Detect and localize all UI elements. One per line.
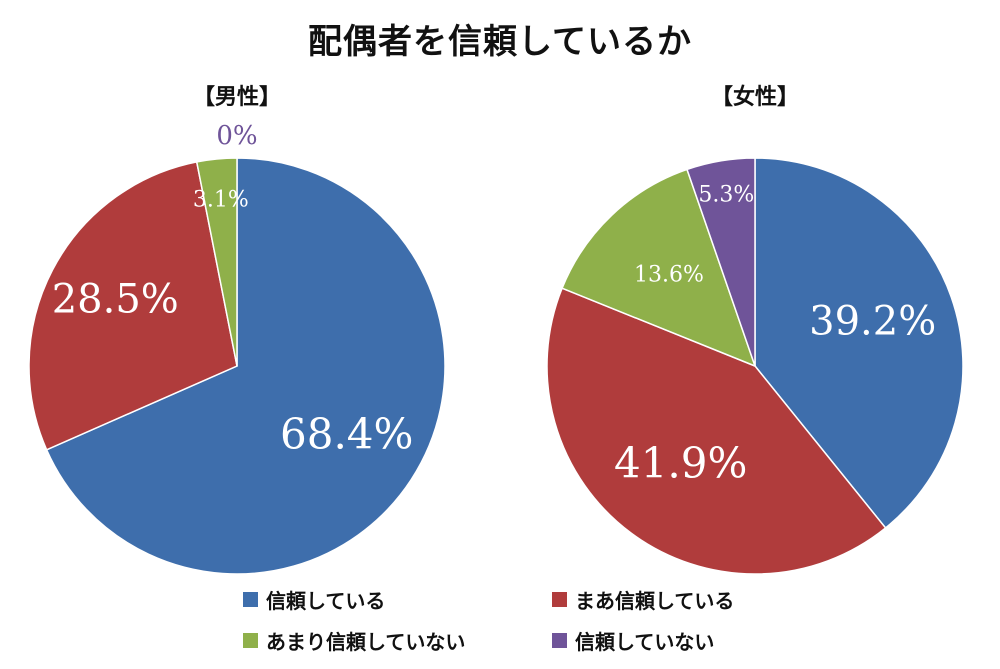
legend-label-not-much-trust: あまり信頼していない	[266, 630, 466, 654]
pie-title-female: 【女性】	[711, 84, 799, 110]
legend-item-somewhat-trust: まあ信頼している	[552, 585, 734, 614]
pie-female: 【女性】 39.2% 41.9% 13.6% 5.3%	[546, 84, 964, 575]
chart-title: 配偶者を信頼しているか	[308, 22, 692, 62]
pie-slice-female-trust	[754, 157, 964, 529]
pie-slice-male-not-much-trust	[195, 157, 238, 367]
legend-label-no-trust: 信頼していない	[575, 630, 715, 654]
pie-slice-female-no-trust	[686, 157, 756, 367]
pie-label-male-not-much-trust: 3.1%	[193, 187, 249, 212]
pie-slice-male-trust	[45, 157, 446, 575]
pie-slice-female-not-much-trust	[561, 168, 757, 368]
pie-label-female-not-much-trust: 13.6%	[634, 263, 704, 288]
legend-item-trust: 信頼している	[243, 585, 385, 614]
pie-slice-female-somewhat-trust	[546, 287, 887, 575]
pie-title-male: 【男性】	[193, 85, 281, 110]
pie-label-female-no-trust: 5.3%	[698, 183, 754, 208]
legend-swatch-no-trust	[552, 633, 567, 648]
legend-label-somewhat-trust: まあ信頼している	[575, 589, 735, 613]
pie-label-male-no-trust: 0%	[216, 121, 257, 151]
pie-slice-male-somewhat-trust	[28, 161, 238, 451]
legend-swatch-not-much-trust	[243, 633, 258, 648]
pie-label-female-trust: 39.2%	[809, 298, 936, 344]
legend-item-no-trust: 信頼していない	[552, 626, 714, 655]
legend-swatch-somewhat-trust	[552, 592, 567, 607]
pie-label-male-somewhat-trust: 28.5%	[52, 277, 179, 323]
pie-label-male-trust: 68.4%	[280, 410, 413, 459]
legend-label-trust: 信頼している	[266, 589, 386, 613]
legend-swatch-trust	[243, 592, 258, 607]
legend-item-not-much-trust: あまり信頼していない	[243, 626, 465, 655]
pie-male: 【男性】 68.4% 28.5% 3.1% 0%	[28, 85, 446, 575]
pie-label-female-somewhat-trust: 41.9%	[614, 438, 747, 487]
